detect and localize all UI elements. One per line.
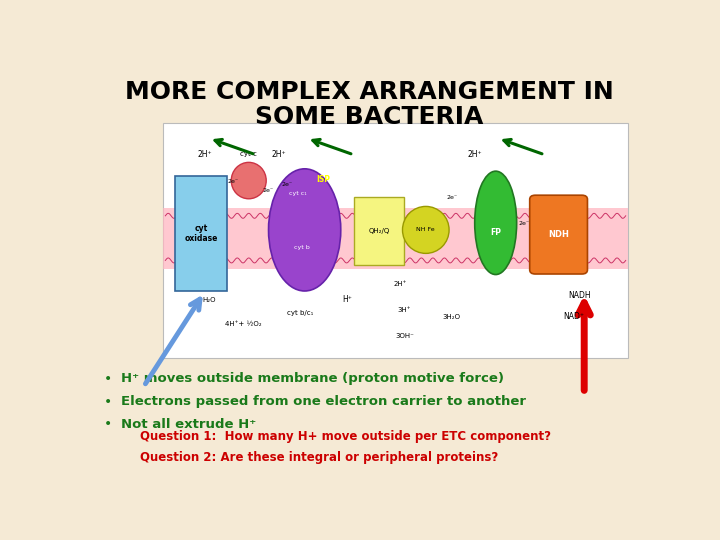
Text: Question 1:  How many H+ move outside per ETC component?: Question 1: How many H+ move outside per… (140, 430, 552, 443)
Text: NAD⁺: NAD⁺ (563, 312, 584, 321)
Text: 2e⁻: 2e⁻ (263, 188, 274, 193)
Text: cyt b: cyt b (294, 245, 310, 250)
Text: cyt
oxidase: cyt oxidase (184, 224, 217, 243)
Text: H₂O: H₂O (202, 296, 216, 302)
Text: •: • (104, 395, 112, 409)
Text: 2e⁻: 2e⁻ (228, 179, 239, 184)
Text: •: • (104, 372, 112, 386)
Ellipse shape (269, 169, 341, 291)
Text: 3H₂O: 3H₂O (442, 314, 460, 320)
Text: 2e⁻: 2e⁻ (446, 195, 458, 200)
Text: NDH: NDH (548, 230, 569, 239)
Text: 2H⁺: 2H⁺ (197, 150, 212, 159)
Text: cyt c₁: cyt c₁ (289, 191, 307, 196)
Text: 2e⁻: 2e⁻ (282, 183, 292, 187)
Ellipse shape (474, 171, 517, 274)
Text: Not all extrude H⁺: Not all extrude H⁺ (121, 418, 256, 431)
Text: 4H⁺+ ½O₂: 4H⁺+ ½O₂ (225, 321, 262, 327)
Text: cyt b/c₁: cyt b/c₁ (287, 310, 313, 316)
Text: 2H⁺: 2H⁺ (393, 281, 407, 287)
Text: Electrons passed from one electron carrier to another: Electrons passed from one electron carri… (121, 395, 526, 408)
Text: 2H⁺: 2H⁺ (467, 150, 482, 159)
Text: cyt c: cyt c (240, 151, 257, 157)
Text: SOME BACTERIA: SOME BACTERIA (255, 105, 483, 129)
Text: 3H⁺: 3H⁺ (398, 307, 411, 313)
FancyBboxPatch shape (175, 176, 227, 291)
Text: FP: FP (490, 228, 501, 237)
Ellipse shape (231, 163, 266, 199)
Text: 2H⁺: 2H⁺ (271, 150, 287, 159)
FancyBboxPatch shape (163, 123, 629, 358)
Text: H⁺: H⁺ (342, 294, 352, 303)
Text: 3OH⁻: 3OH⁻ (395, 333, 415, 339)
Text: •: • (104, 417, 112, 431)
Ellipse shape (402, 206, 449, 253)
Text: H⁺ moves outside membrane (proton motive force): H⁺ moves outside membrane (proton motive… (121, 372, 504, 385)
FancyBboxPatch shape (530, 195, 588, 274)
Text: Question 2: Are these integral or peripheral proteins?: Question 2: Are these integral or periph… (140, 451, 498, 464)
Text: NH Fe: NH Fe (416, 227, 435, 232)
FancyBboxPatch shape (163, 207, 629, 269)
Text: NADH: NADH (568, 291, 590, 300)
Text: 2e⁻: 2e⁻ (519, 221, 530, 226)
FancyBboxPatch shape (354, 197, 404, 265)
Text: QH₂/Q: QH₂/Q (369, 228, 390, 234)
Text: MORE COMPLEX ARRANGEMENT IN: MORE COMPLEX ARRANGEMENT IN (125, 80, 613, 104)
Text: ISP: ISP (316, 175, 330, 184)
